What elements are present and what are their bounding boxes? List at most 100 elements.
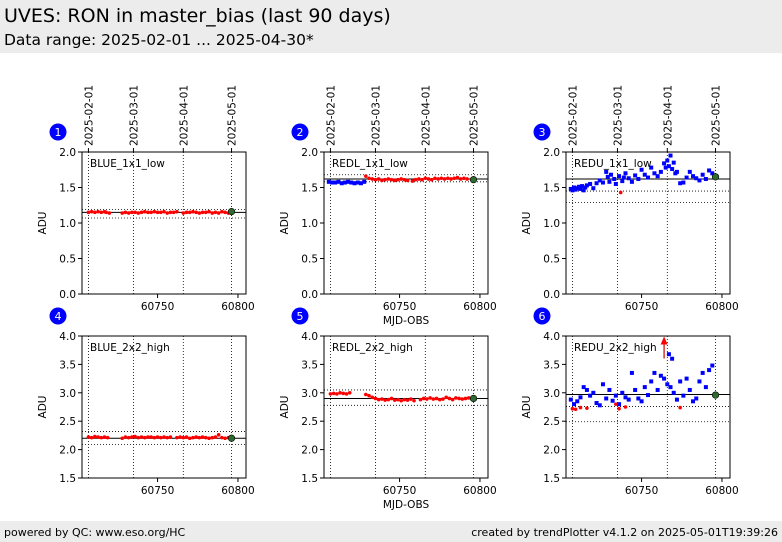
panel-number-badge bbox=[49, 123, 67, 141]
data-point bbox=[346, 179, 351, 184]
data-point bbox=[216, 433, 221, 437]
data-point bbox=[604, 169, 609, 174]
data-point bbox=[591, 390, 596, 395]
data-point bbox=[612, 176, 617, 181]
data-point bbox=[335, 392, 339, 396]
data-point bbox=[450, 397, 455, 402]
data-point bbox=[633, 173, 638, 178]
series-label: REDL_1x1_low bbox=[332, 158, 408, 170]
data-point bbox=[604, 396, 609, 401]
data-point bbox=[584, 183, 589, 188]
data-point bbox=[623, 171, 628, 176]
data-point bbox=[86, 210, 91, 215]
y-tick-label: 0.0 bbox=[543, 289, 560, 301]
header-bar: UVES: RON in master_bias (last 90 days) … bbox=[0, 0, 782, 53]
data-point bbox=[652, 171, 657, 176]
data-point bbox=[142, 435, 147, 440]
data-point bbox=[446, 176, 450, 181]
data-point bbox=[194, 435, 198, 439]
data-point bbox=[364, 392, 368, 397]
data-point bbox=[178, 435, 182, 439]
data-point bbox=[410, 179, 415, 183]
data-point bbox=[684, 175, 689, 180]
data-point bbox=[389, 177, 394, 182]
data-point bbox=[700, 370, 705, 375]
y-tick-label: 2.0 bbox=[59, 147, 76, 159]
data-point bbox=[642, 172, 647, 177]
data-point bbox=[444, 395, 448, 400]
data-point bbox=[678, 181, 683, 186]
plot-frame bbox=[323, 151, 489, 295]
y-tick-label: 0.0 bbox=[59, 289, 76, 301]
data-point bbox=[697, 178, 702, 183]
data-point bbox=[458, 177, 463, 181]
data-point bbox=[591, 186, 596, 191]
y-tick-label: 2.5 bbox=[59, 416, 76, 428]
data-point bbox=[623, 405, 628, 409]
data-point bbox=[620, 179, 625, 184]
data-point bbox=[373, 396, 378, 401]
data-point bbox=[421, 396, 426, 401]
data-point bbox=[452, 176, 457, 181]
data-point bbox=[380, 397, 384, 401]
x-axis-label: MJD-OBS bbox=[383, 499, 430, 511]
last-data-point bbox=[711, 391, 720, 399]
data-point bbox=[639, 399, 644, 404]
data-point bbox=[629, 179, 634, 184]
data-point bbox=[460, 397, 465, 401]
last-data-point bbox=[711, 173, 720, 181]
plot-frame bbox=[323, 335, 489, 479]
data-point bbox=[447, 396, 452, 401]
data-point bbox=[130, 435, 134, 439]
data-point bbox=[409, 397, 413, 401]
x-tick-label: 60750 bbox=[383, 301, 416, 313]
data-point bbox=[330, 180, 335, 185]
data-point bbox=[99, 210, 104, 215]
y-tick-label: 1.5 bbox=[59, 183, 76, 195]
panel-5: 1.5 2.0 2.5 3.0 3.5 4.0 60750 60800 ADU MJD-OBS RE… bbox=[279, 307, 497, 511]
data-point bbox=[703, 176, 708, 181]
data-point bbox=[133, 434, 137, 439]
data-point bbox=[96, 435, 100, 439]
data-point bbox=[376, 397, 381, 402]
y-tick-label: 2.0 bbox=[59, 445, 76, 457]
data-point bbox=[328, 392, 333, 396]
data-point bbox=[126, 211, 131, 215]
y-tick-label: 1.5 bbox=[301, 183, 318, 195]
panel-number-badge bbox=[533, 123, 551, 141]
data-point bbox=[352, 181, 357, 186]
data-point bbox=[671, 390, 676, 395]
data-point bbox=[668, 385, 673, 390]
panel-number-badge bbox=[533, 307, 551, 325]
data-point bbox=[126, 435, 131, 440]
footer-bar: powered by QC: www.eso.org/HC created by… bbox=[0, 521, 782, 542]
series-label: REDU_1x1_low bbox=[574, 158, 652, 170]
data-point bbox=[347, 391, 352, 395]
data-point bbox=[158, 210, 163, 215]
data-point bbox=[420, 177, 424, 182]
data-point bbox=[392, 398, 397, 402]
data-point bbox=[152, 435, 157, 440]
date-tick-label: 2025-05-01 bbox=[227, 85, 239, 146]
date-tick-label: 2025-05-01 bbox=[469, 85, 481, 146]
y-tick-label: 3.5 bbox=[59, 359, 76, 371]
data-point bbox=[674, 397, 679, 402]
x-tick-label: 60750 bbox=[141, 485, 174, 497]
data-point bbox=[609, 172, 614, 177]
data-point bbox=[412, 398, 416, 403]
data-point bbox=[370, 395, 375, 400]
y-tick-label: 1.5 bbox=[543, 473, 560, 485]
data-point bbox=[136, 435, 141, 440]
data-point bbox=[588, 393, 593, 398]
data-point bbox=[618, 190, 623, 195]
data-point bbox=[457, 396, 461, 401]
data-point bbox=[572, 185, 577, 190]
y-tick-label: 1.0 bbox=[301, 218, 318, 230]
y-tick-label: 3.0 bbox=[59, 388, 76, 400]
data-point bbox=[197, 435, 202, 440]
x-axis-label: MJD-OBS bbox=[383, 315, 430, 327]
data-point bbox=[149, 210, 153, 215]
date-tick-label: 2025-03-01 bbox=[370, 85, 382, 146]
data-point bbox=[191, 209, 195, 214]
